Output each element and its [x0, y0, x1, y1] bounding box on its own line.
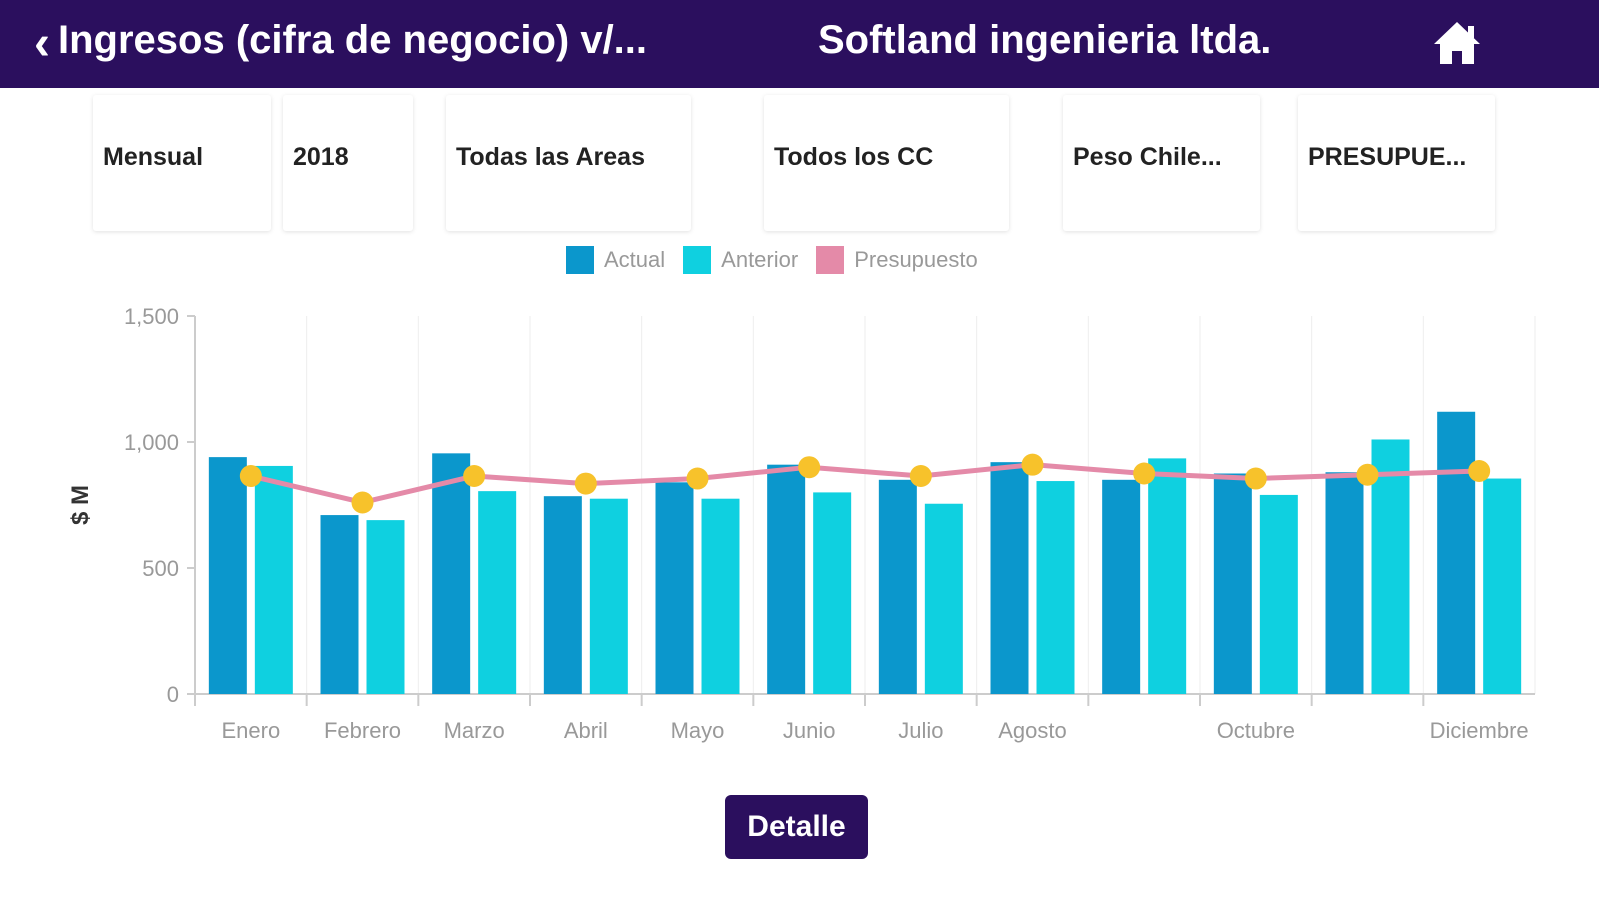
bar-actual — [655, 482, 694, 694]
bar-actual — [990, 462, 1029, 694]
filter-cost-center[interactable]: Todos los CC — [764, 95, 1009, 231]
bar-actual — [767, 464, 806, 694]
x-tick-label: Agosto — [998, 718, 1067, 743]
point-presupuesto — [1244, 467, 1267, 490]
filter-area[interactable]: Todas las Areas — [446, 95, 691, 231]
legend-item-anterior[interactable]: Anterior — [683, 246, 798, 274]
bar-anterior — [1483, 478, 1522, 694]
point-presupuesto — [463, 465, 486, 488]
bar-anterior — [366, 520, 405, 694]
legend-label: Actual — [604, 247, 666, 272]
point-presupuesto — [574, 472, 597, 495]
bar-anterior — [478, 491, 517, 694]
page-title: Ingresos (cifra de negocio) v/... — [58, 18, 648, 62]
x-tick-label: Junio — [783, 718, 836, 743]
bar-anterior — [589, 498, 628, 694]
y-tick-label: 1,500 — [124, 304, 179, 329]
detail-button[interactable]: Detalle — [725, 795, 868, 859]
bar-actual — [1213, 473, 1252, 694]
line-presupuesto — [250, 462, 1480, 506]
bar-anterior — [1148, 458, 1187, 694]
filter-scenario[interactable]: PRESUPUE... — [1298, 95, 1495, 231]
filter-year[interactable]: 2018 — [283, 95, 413, 231]
bar-actual — [208, 457, 247, 694]
x-tick-label: Mayo — [671, 718, 725, 743]
bar-actual — [432, 453, 471, 694]
point-presupuesto — [239, 465, 262, 488]
bar-actual — [878, 479, 917, 694]
app-header: ‹ Ingresos (cifra de negocio) v/... Soft… — [0, 0, 1599, 88]
legend-label: Anterior — [721, 247, 799, 272]
x-tick-label: Julio — [898, 718, 943, 743]
legend-item-actual[interactable]: Actual — [566, 246, 665, 274]
x-tick-label: Febrero — [324, 718, 401, 743]
y-tick-label: 1,000 — [124, 430, 179, 455]
point-presupuesto — [798, 456, 821, 479]
filter-period[interactable]: Mensual — [93, 95, 271, 231]
point-presupuesto — [351, 491, 374, 514]
x-tick-label: Abril — [564, 718, 608, 743]
bar-actual — [543, 496, 582, 694]
point-presupuesto — [909, 465, 932, 488]
filter-currency[interactable]: Peso Chile... — [1063, 95, 1260, 231]
legend-item-presupuesto[interactable]: Presupuesto — [816, 246, 978, 274]
y-tick-label: 500 — [142, 556, 179, 581]
bar-anterior — [1259, 494, 1298, 694]
point-presupuesto — [1468, 459, 1491, 482]
bar-anterior — [254, 465, 293, 694]
bar-actual — [1325, 472, 1364, 694]
chart-legend: Actual Anterior Presupuesto — [566, 246, 984, 274]
home-icon[interactable] — [1430, 18, 1484, 68]
legend-label: Presupuesto — [854, 247, 978, 272]
point-presupuesto — [1133, 462, 1156, 485]
bar-anterior — [1371, 439, 1410, 694]
x-tick-label: Enero — [221, 718, 280, 743]
point-presupuesto — [686, 467, 709, 490]
y-axis-label: $ M — [67, 485, 94, 525]
bar-actual — [1437, 411, 1476, 694]
chevron-left-icon[interactable]: ‹ — [34, 17, 50, 70]
company-name: Softland ingenieria ltda. — [818, 18, 1272, 62]
bar-anterior — [924, 503, 963, 694]
point-presupuesto — [1356, 463, 1379, 486]
x-tick-label: Diciembre — [1430, 718, 1529, 743]
y-tick-label: 0 — [167, 682, 179, 707]
x-tick-label: Marzo — [444, 718, 505, 743]
x-tick-label: Octubre — [1217, 718, 1295, 743]
bar-anterior — [813, 492, 852, 694]
bar-actual — [1102, 479, 1141, 694]
bar-anterior — [701, 498, 740, 694]
bar-anterior — [1036, 481, 1075, 694]
point-presupuesto — [1021, 453, 1044, 476]
bar-actual — [320, 515, 359, 694]
